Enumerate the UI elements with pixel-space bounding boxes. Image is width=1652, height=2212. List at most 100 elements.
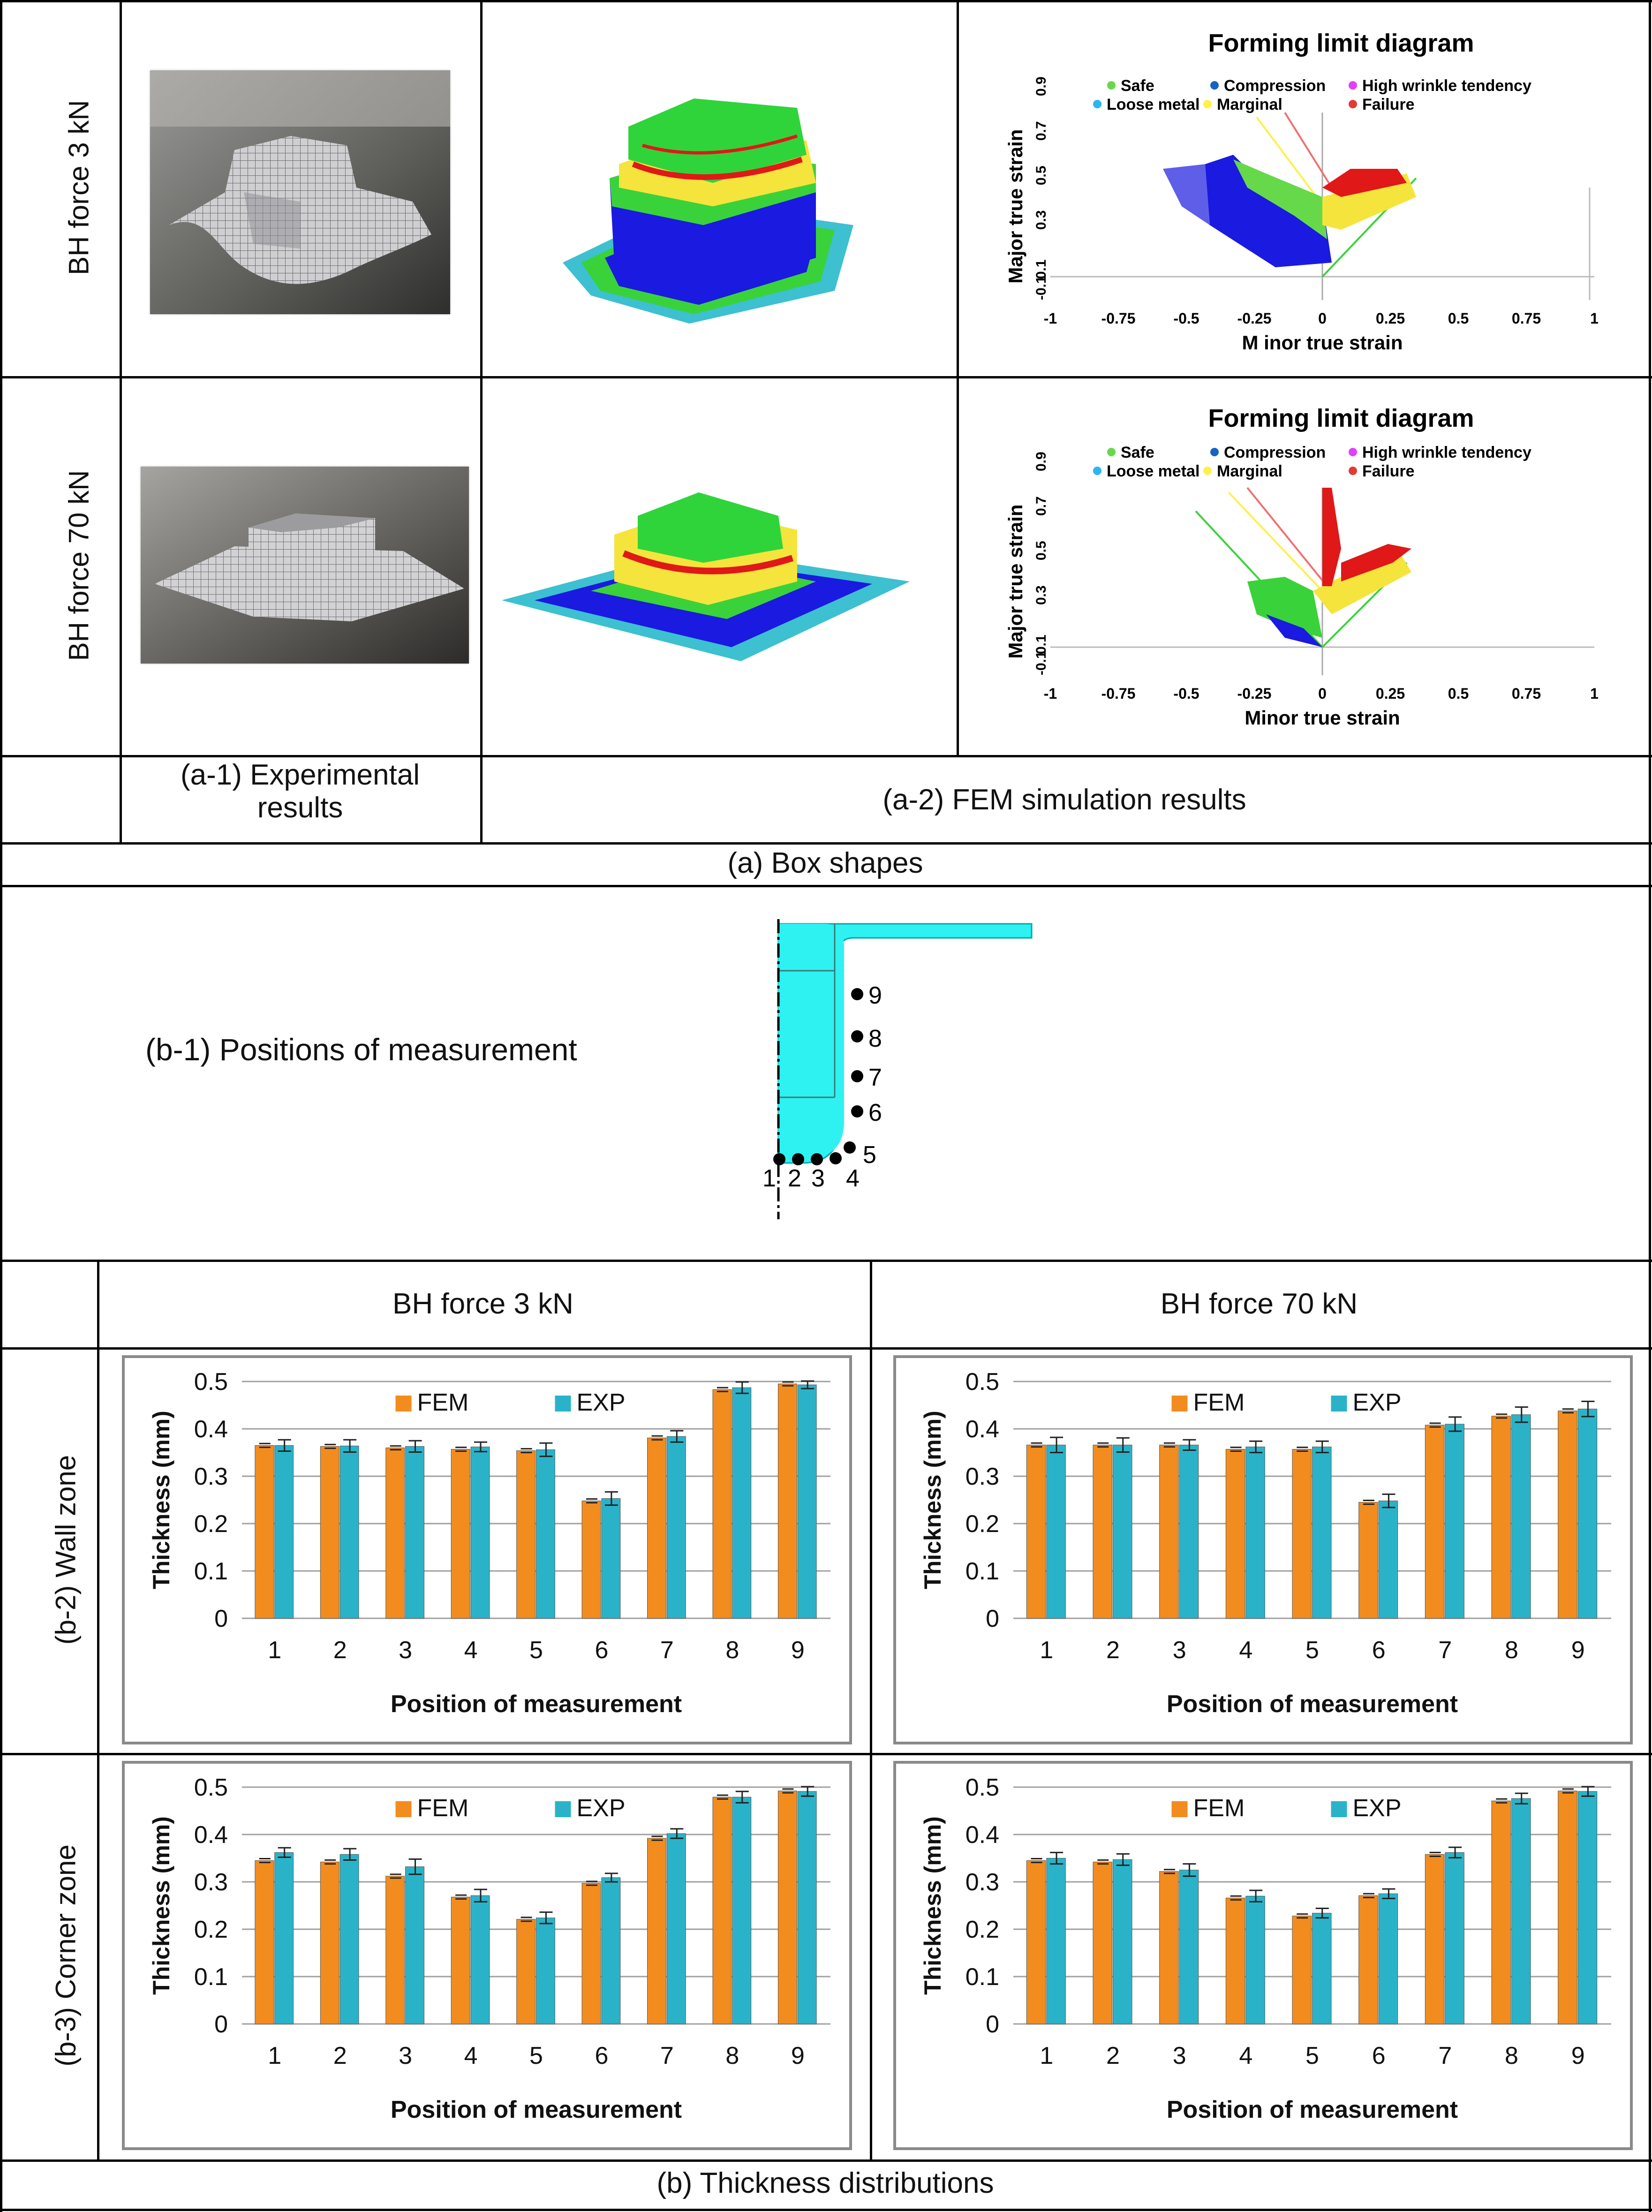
svg-text:1: 1 <box>1590 685 1599 702</box>
legend-label: EXP <box>577 1795 626 1822</box>
bar-fem <box>1292 1916 1312 2024</box>
bar-fem <box>1425 1425 1445 1619</box>
fld-legend: Safe Compression High wrinkle tendency L… <box>1093 77 1531 113</box>
svg-text:0.75: 0.75 <box>1512 685 1541 702</box>
bar-exp <box>666 1436 686 1619</box>
x-tick-label: 5 <box>529 2042 543 2069</box>
error-bar <box>324 1859 336 1865</box>
error-bar <box>1515 1406 1528 1423</box>
bar-fem <box>712 1797 732 2024</box>
legend-label: EXP <box>1353 1389 1402 1416</box>
error-bar <box>520 1448 532 1453</box>
position-number: 7 <box>868 1064 882 1091</box>
error-bar <box>324 1443 336 1449</box>
y-tick-label: 0.5 <box>966 1368 999 1396</box>
bar-exp <box>405 1866 424 2024</box>
legend-label: EXP <box>1353 1795 1402 1822</box>
row-label-70kn: BH force 70 kN <box>63 470 95 661</box>
error-bar <box>1581 1786 1595 1797</box>
x-tick-label: 9 <box>791 2042 805 2069</box>
bar-fem <box>1159 1444 1179 1619</box>
bar-fem <box>1093 1444 1112 1619</box>
fem-render-3kn <box>553 70 863 333</box>
chart-wall-70kn: 0 0.1 0.2 0.3 0.4 0.5 Thickness (mm) Position o… <box>893 1355 1633 1744</box>
error-bar <box>1297 1446 1308 1452</box>
bar-exp <box>470 1446 490 1619</box>
error-bar <box>1116 1437 1130 1453</box>
bar-exp <box>339 1854 359 2024</box>
bar-exp <box>1312 1446 1332 1619</box>
error-bar <box>390 1873 401 1879</box>
bar-fem <box>1358 1895 1378 2024</box>
col-header-70kn: BH force 70 kN <box>1160 1288 1358 1320</box>
y-tick-label: 0.2 <box>194 1916 228 1943</box>
bar-fem <box>385 1876 405 2024</box>
error-bar <box>455 1894 467 1900</box>
bar-exp <box>1113 1444 1132 1619</box>
bar-exp <box>797 1384 817 1619</box>
bar-fem <box>516 1919 536 2024</box>
error-bar <box>651 1835 663 1841</box>
svg-text:Compression: Compression <box>1224 444 1326 461</box>
error-bar <box>1031 1858 1042 1864</box>
error-bar <box>343 1848 357 1861</box>
legend-swatch <box>1171 1396 1188 1412</box>
bar-exp <box>1312 1913 1332 2024</box>
x-tick-label: 3 <box>399 1637 412 1664</box>
position-number: 3 <box>811 1165 825 1192</box>
svg-text:0.7: 0.7 <box>1033 121 1049 141</box>
y-tick-label: 0.2 <box>966 1510 999 1538</box>
x-tick-label: 6 <box>1372 1637 1386 1664</box>
legend-label: FEM <box>417 1795 469 1822</box>
svg-text:Failure: Failure <box>1362 96 1414 113</box>
legend-label: EXP <box>577 1389 626 1416</box>
position-number: 9 <box>868 982 882 1009</box>
error-bar <box>278 1439 291 1452</box>
svg-text:-0.5: -0.5 <box>1173 310 1199 327</box>
error-bar <box>1496 1798 1508 1804</box>
error-bar <box>1297 1913 1308 1919</box>
chart-corner-70kn: 0 0.1 0.2 0.3 0.4 0.5 Thickness (mm) Position o… <box>893 1761 1633 2150</box>
svg-text:-1: -1 <box>1044 685 1057 702</box>
y-tick-label: 0.5 <box>194 1368 228 1396</box>
error-bar <box>604 1491 618 1506</box>
svg-text:0.9: 0.9 <box>1033 76 1049 96</box>
fld-xlabel: Minor true strain <box>1245 707 1400 729</box>
error-bar <box>670 1828 684 1839</box>
x-tick-label: 3 <box>1173 2042 1186 2069</box>
svg-text:0.25: 0.25 <box>1376 685 1405 702</box>
error-bar <box>539 1911 553 1925</box>
x-tick-label: 1 <box>268 1637 281 1664</box>
bar-exp <box>601 1877 621 2024</box>
fld-legend: Safe Compression High wrinkle tendency L… <box>1093 444 1531 480</box>
legend-swatch <box>395 1801 412 1817</box>
y-tick-label: 0.4 <box>966 1416 999 1443</box>
svg-text:Safe: Safe <box>1121 444 1154 461</box>
svg-text:0: 0 <box>1318 685 1327 702</box>
y-tick-label: 0.5 <box>966 1774 999 1801</box>
error-bar <box>604 1872 618 1883</box>
x-tick-label: 6 <box>1372 2042 1386 2069</box>
svg-text:-0.5: -0.5 <box>1173 685 1199 702</box>
fld-chart-70kn: Forming limit diagram Safe Compression H… <box>1004 404 1599 729</box>
fld-yticks: -0.1 0.1 0.3 0.5 0.7 0.9 <box>1033 76 1049 300</box>
y-axis-label: Thickness (mm) <box>148 1411 174 1589</box>
bar-exp <box>536 1449 555 1619</box>
error-bar <box>1448 1846 1462 1858</box>
svg-text:0: 0 <box>1318 310 1327 327</box>
bar-fem <box>320 1862 339 2024</box>
bar-fem <box>1491 1416 1511 1619</box>
x-tick-label: 8 <box>725 2042 739 2069</box>
fld-title: Forming limit diagram <box>1208 404 1474 432</box>
svg-text:-0.75: -0.75 <box>1101 310 1136 327</box>
svg-text:0.3: 0.3 <box>1033 585 1049 605</box>
error-bar <box>586 1498 598 1504</box>
y-tick-label: 0.4 <box>194 1416 228 1443</box>
bar-exp <box>536 1918 555 2024</box>
y-tick-label: 0.5 <box>194 1774 228 1801</box>
error-bar <box>586 1880 598 1886</box>
bar-exp <box>1445 1852 1464 2024</box>
svg-text:0.9: 0.9 <box>1033 452 1049 471</box>
error-bar <box>1448 1416 1462 1432</box>
error-bar <box>408 1858 422 1875</box>
